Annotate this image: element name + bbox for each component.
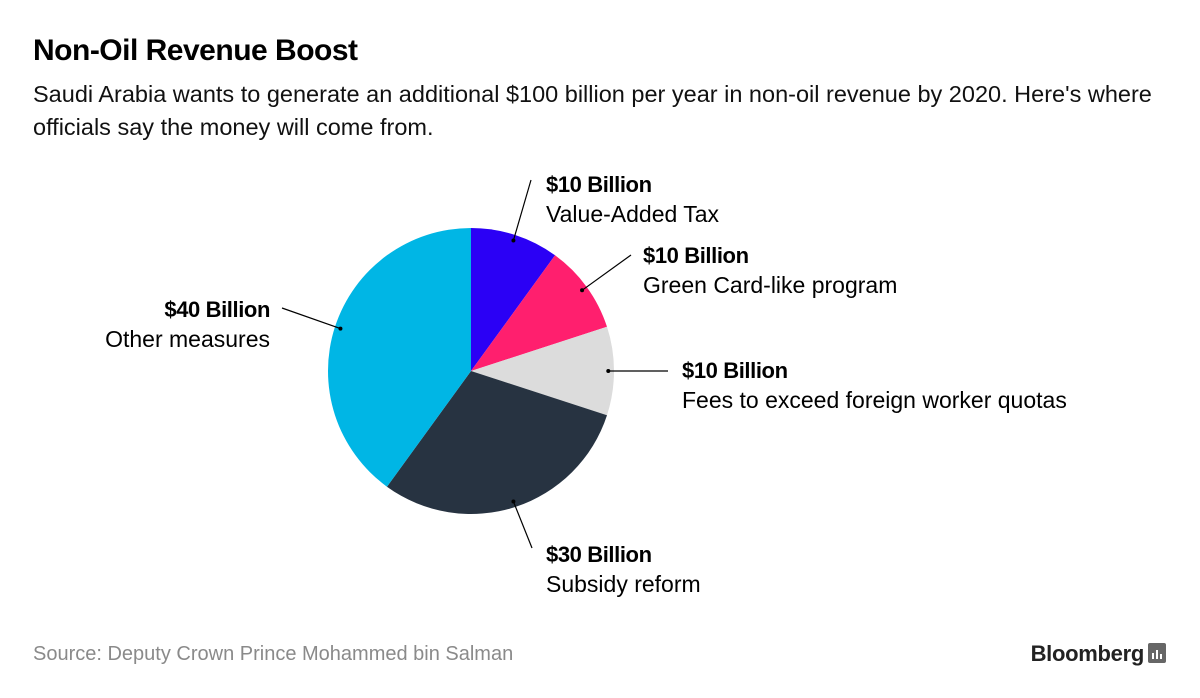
leader-line	[512, 501, 533, 549]
slice-value-label: $10 Billion	[682, 358, 788, 383]
leader-dot	[511, 499, 516, 504]
bloomberg-logo: Bloomberg	[1030, 641, 1145, 666]
slice-category-label: Other measures	[105, 326, 270, 352]
leader-dot	[606, 369, 611, 373]
slice-category-label: Fees to exceed foreign worker quotas	[682, 387, 1067, 413]
pie-slice-green-card-like-program	[471, 255, 608, 371]
chart-title: Non-Oil Revenue Boost	[33, 34, 358, 67]
pie-slice-subsidy-reform	[386, 371, 608, 514]
pie-slices	[328, 228, 614, 514]
leader-dot	[580, 288, 585, 293]
slice-labels: $10 Billion Value-Added Tax $10 Billion Gre…	[105, 172, 1067, 597]
leader-line	[581, 254, 632, 291]
slice-category-label: Subsidy reform	[546, 571, 701, 597]
pie-slice-fees-to-exceed-foreign-worker-quotas	[471, 326, 614, 416]
leader-line	[281, 307, 341, 330]
slice-value-label: $10 Billion	[643, 243, 749, 268]
slice-category-label: Green Card-like program	[643, 272, 897, 298]
pie-slice-other-measures	[328, 228, 471, 487]
slice-value-label: $30 Billion	[546, 542, 652, 567]
slice-value-label: $10 Billion	[546, 172, 652, 197]
slice-category-label: Value-Added Tax	[546, 201, 720, 227]
leader-line	[512, 179, 532, 241]
leader-lines	[281, 179, 668, 549]
leader-dot	[511, 238, 516, 243]
source-note: Source: Deputy Crown Prince Mohammed bin…	[33, 643, 514, 665]
slice-value-label: $40 Billion	[164, 297, 270, 322]
pie-slice-value-added-tax	[471, 228, 556, 371]
bloomberg-terminal-icon	[1148, 643, 1166, 663]
chart-subtitle: Saudi Arabia wants to generate an additi…	[33, 81, 1152, 140]
leader-dot	[338, 326, 343, 331]
